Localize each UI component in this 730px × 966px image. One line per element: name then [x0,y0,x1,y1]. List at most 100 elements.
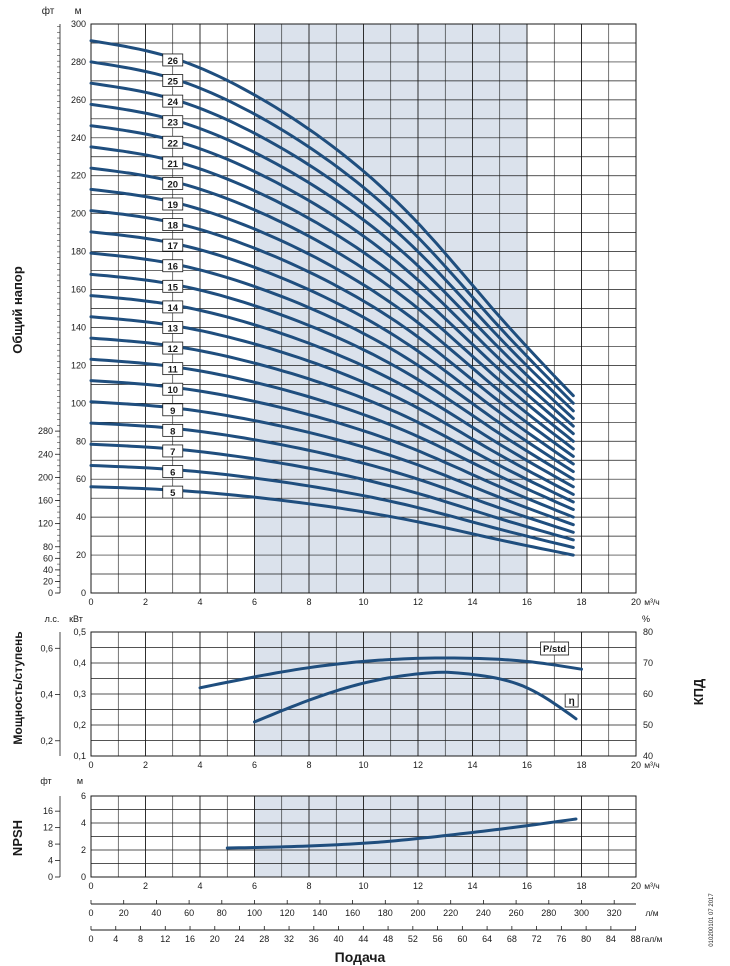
stage-label-box [162,423,184,437]
x-tick-label: 16 [522,881,532,891]
stage-label-box [162,238,184,252]
plot-frame [90,795,637,878]
power-curve [198,656,583,690]
stage-label-box [162,362,184,376]
efficiency-unit-pct: % [642,614,650,624]
flow-axis-tick-label: 280 [541,908,556,918]
x-tick-label: 12 [413,881,423,891]
flow-axis-tick-label: 100 [247,908,262,918]
y-tick-label-m: 220 [71,171,86,181]
stage-label: 9 [170,406,175,417]
x-unit-label: м³/ч [644,760,659,770]
y-tick-label-m: 0 [81,872,86,882]
x-tick-label: 18 [576,760,586,770]
flow-axis-tick-label: 52 [408,934,418,944]
head-panel: 0 2 4 6 8 10 12 14 16 18 20 м³/ч0204060801001201401… [38,19,660,607]
stage-label-box [162,135,184,149]
x-unit-label: м³/ч [644,881,659,891]
y-tick-label-m: 200 [71,209,86,219]
y-tick-label-ft: 160 [38,496,53,506]
flow-axis-tick-label: 300 [574,908,589,918]
y-tick-label-m: 40 [76,512,86,522]
footnote: 010200101 07 2017 [709,893,715,947]
x-tick-label: 2 [143,881,148,891]
x-tick-label: 8 [306,881,311,891]
stage-label-box [162,465,184,478]
x-tick-label: 0 [88,760,93,770]
stage-label: 7 [170,447,175,458]
x-tick-label: 16 [522,760,532,770]
stage-label: 16 [167,262,178,273]
x-tick-label: 4 [197,597,202,607]
stage-label: 11 [168,365,179,376]
power-legend-box [540,641,570,656]
y-tick-label-ft: 4 [48,856,53,866]
stage-label: 8 [170,426,175,437]
head-ylabel: Общий напор [10,266,25,354]
y-tick-label-m: 120 [71,360,86,370]
npsh-panel: 0 2 4 6 8 10 12 14 16 18 20 м³/ч 0 2 4 6 0 4 8 12 16 [43,791,660,891]
x-tick-label: 18 [576,597,586,607]
x-tick-label: 8 [306,597,311,607]
stage-label-box [162,74,184,87]
x-tick-label: 20 [631,597,641,607]
flow-axis-tick-label: 64 [482,934,492,944]
x-tick-label: 10 [358,760,368,770]
flow-axis-tick-label: 8 [138,934,143,944]
x-tick-label: 20 [631,760,641,770]
stage-label: 18 [167,221,178,232]
stage-label: 25 [167,77,178,88]
x-tick-label: 20 [631,881,641,891]
y-tick-label-ft: 60 [43,553,53,563]
x-tick-label: 6 [252,881,257,891]
y-tick-label-m: 2 [81,845,86,855]
flow-axis-tick-label: 80 [217,908,227,918]
flow-axis-tick-label: 4 [113,934,118,944]
x-tick-label: 10 [358,597,368,607]
y-tick-label-m: 4 [81,818,86,828]
y-tick-label-m: 180 [71,247,86,257]
stage-label: 20 [167,179,178,190]
stage-label-box [162,177,184,190]
flow-axis-tick-label: 220 [443,908,458,918]
efficiency-legend-label: η [569,696,575,707]
y-tick-label-pct: 70 [643,658,653,668]
flow-axis-tick-label: 0 [88,934,93,944]
y-tick-label-m: 160 [71,285,86,295]
y-tick-label-ft: 280 [38,426,53,436]
y-tick-label-m: 280 [71,57,86,67]
y-tick-label-pct: 60 [643,689,653,699]
y-tick-label-kw: 0,2 [73,720,86,730]
stage-label: 19 [167,200,178,211]
flow-axis-tick-label: 60 [184,908,194,918]
x-tick-label: 14 [467,597,477,607]
stage-label: 14 [167,303,178,314]
y-tick-label-pct: 80 [643,627,653,637]
y-tick-label-kw: 0,3 [73,689,86,699]
flow-axis-tick-label: 56 [433,934,443,944]
stage-label-box [162,53,184,67]
flow-axis-tick-label: 20 [119,908,129,918]
flow-axis-unit: л/м [645,908,658,918]
flow-axis-tick-label: 12 [160,934,170,944]
x-tick-label: 6 [252,597,257,607]
x-tick-label: 12 [413,760,423,770]
x-tick-label: 18 [576,881,586,891]
stage-label: 21 [167,159,178,170]
y-tick-label-m: 140 [71,322,86,332]
y-tick-label-ft: 0 [48,872,53,882]
flow-axis-tick-label: 200 [410,908,425,918]
stage-label-box [162,321,184,334]
y-tick-label-ft: 200 [38,472,53,482]
npsh-unit-m: м [77,776,83,786]
y-tick-label-pct: 50 [643,720,653,730]
stage-label-box [162,218,184,231]
stage-label: 13 [167,323,178,334]
stage-label-box [162,94,184,108]
y-tick-label-ft: 0 [48,588,53,598]
y-tick-label-ft: 80 [43,542,53,552]
y-tick-label-kw: 0,5 [73,627,86,637]
y-tick-label-ft: 16 [43,806,53,816]
stage-label-box [162,403,184,417]
stage-label-box [162,259,184,273]
